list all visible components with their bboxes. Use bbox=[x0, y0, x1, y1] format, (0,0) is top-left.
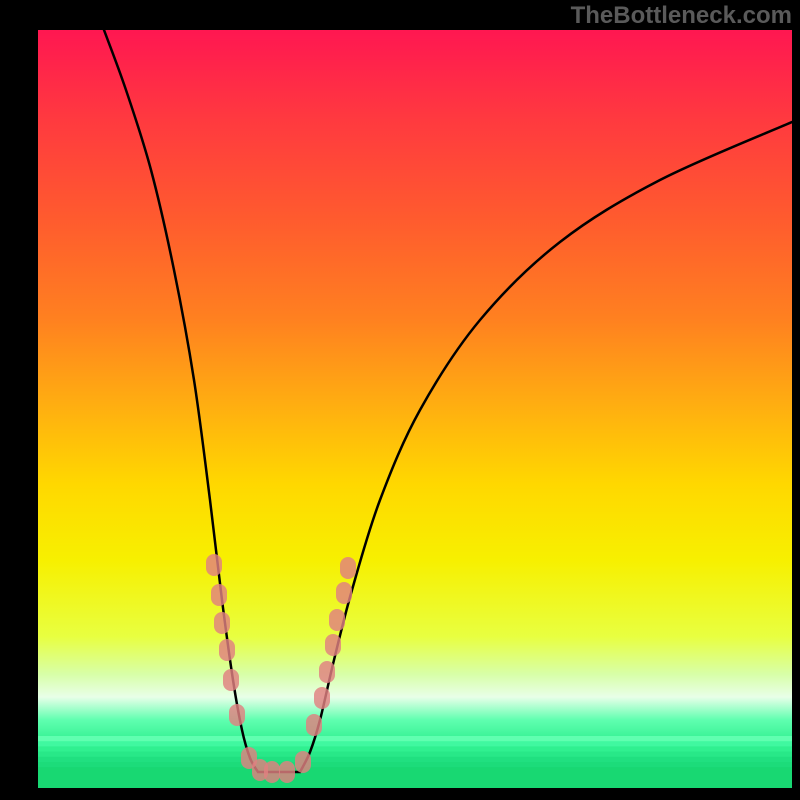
data-marker bbox=[229, 704, 245, 726]
data-marker bbox=[295, 751, 311, 773]
bottom-band bbox=[38, 736, 792, 742]
data-marker bbox=[223, 669, 239, 691]
bottom-band bbox=[38, 752, 792, 758]
data-marker bbox=[314, 687, 330, 709]
bottom-band bbox=[38, 778, 792, 784]
data-marker bbox=[206, 554, 222, 576]
data-marker bbox=[279, 761, 295, 783]
data-marker bbox=[329, 609, 345, 631]
bottom-band bbox=[38, 762, 792, 768]
bottom-band bbox=[38, 772, 792, 778]
bottom-band bbox=[38, 741, 792, 747]
data-marker bbox=[319, 661, 335, 683]
watermark-text: TheBottleneck.com bbox=[571, 2, 792, 30]
bottom-band bbox=[38, 767, 792, 773]
bottom-band bbox=[38, 783, 792, 789]
bottom-band bbox=[38, 746, 792, 752]
data-marker bbox=[325, 634, 341, 656]
data-marker bbox=[211, 584, 227, 606]
data-marker bbox=[336, 582, 352, 604]
plot-area bbox=[38, 30, 792, 788]
data-marker bbox=[340, 557, 356, 579]
bottom-band bbox=[38, 757, 792, 763]
chart-container: TheBottleneck.com bbox=[0, 0, 800, 800]
data-marker bbox=[214, 612, 230, 634]
data-marker bbox=[264, 761, 280, 783]
data-marker bbox=[219, 639, 235, 661]
data-marker bbox=[306, 714, 322, 736]
chart-svg bbox=[0, 0, 800, 800]
